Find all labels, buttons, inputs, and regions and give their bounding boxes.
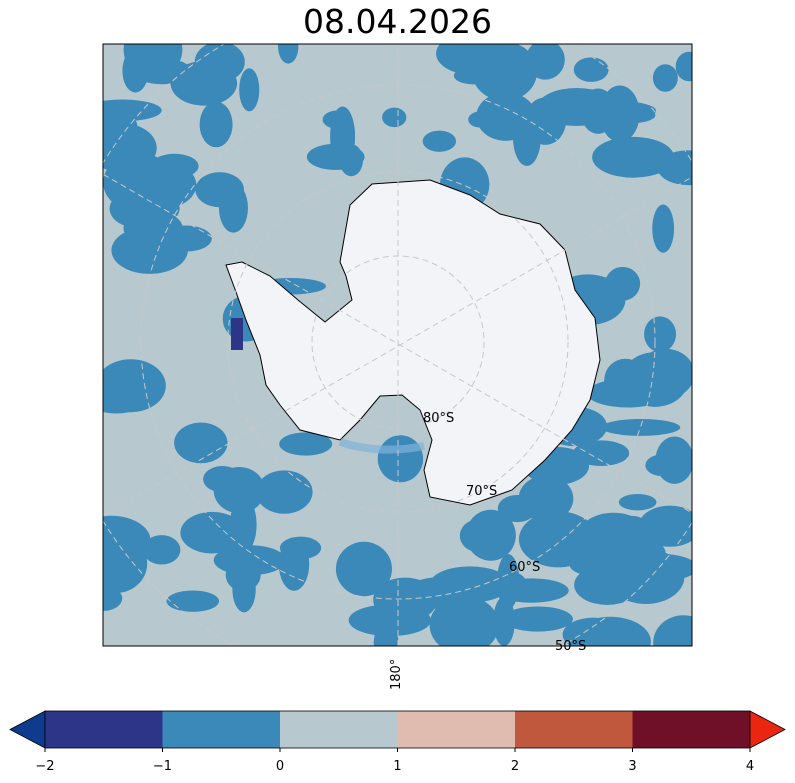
lat-label-60: 60°S (509, 560, 540, 575)
anomaly-patch (103, 515, 151, 566)
anomaly-patch (429, 595, 499, 646)
anomaly-patch (180, 511, 245, 554)
ross-ice-shelf-anomaly (338, 438, 425, 454)
colorbar-bin (397, 711, 516, 748)
anomaly-patch (562, 617, 625, 646)
colorbar: −2 −1 0 1 2 3 4 (9, 710, 786, 774)
anomaly-patch (142, 535, 181, 565)
anomaly-patch (348, 604, 432, 637)
lat-label-80: 80°S (423, 411, 454, 426)
anomaly-patch (586, 378, 669, 408)
colorbar-bin (515, 711, 633, 748)
anomaly-patch (577, 512, 650, 563)
anomaly-patch (601, 418, 681, 436)
lat-label-50: 50°S (555, 639, 586, 654)
anomaly-patch (218, 183, 248, 233)
anomaly-patch (502, 606, 573, 632)
lat-label-70: 70°S (466, 484, 497, 499)
anomaly-patch (123, 210, 183, 246)
anomaly-patch (278, 44, 299, 64)
anomaly-patch (652, 64, 678, 92)
anomaly-patch (497, 494, 537, 523)
polar-map: 80°S 70°S 60°S 50°S (102, 43, 693, 654)
anomaly-patch (306, 143, 365, 170)
anomaly-patch (422, 130, 457, 152)
colorbar-tick-label: 3 (628, 759, 636, 774)
anomaly-patch (465, 509, 516, 561)
anomaly-patch (322, 110, 353, 129)
colorbar-tick-label: −1 (153, 759, 172, 774)
anomaly-patch (618, 493, 657, 511)
anomaly-patch (256, 470, 313, 514)
anomaly-patch (122, 48, 149, 93)
colorbar-tick-label: 1 (393, 759, 401, 774)
anomaly-patch (574, 564, 641, 605)
colorbar-tick-label: 2 (511, 759, 519, 774)
anomaly-patch (580, 88, 616, 134)
colorbar-tick-label: −2 (35, 759, 54, 774)
anomaly-patch (652, 204, 675, 253)
anomaly-patch (653, 615, 692, 646)
anomaly-patch (476, 92, 537, 141)
anomaly-patch (278, 537, 310, 591)
anomaly-patch (429, 566, 511, 603)
colorbar-bin (162, 711, 281, 748)
lon-label-180: 180° (389, 658, 404, 690)
colorbar-bin (632, 711, 751, 748)
colorbar-bin (280, 711, 398, 748)
anomaly-patch (150, 153, 199, 179)
anomaly-patch (675, 51, 692, 82)
anomaly-patch (103, 123, 157, 173)
map-title: 08.04.2026 (303, 2, 492, 41)
anomaly-patch (655, 436, 692, 484)
strong-negative-anomaly (231, 318, 243, 350)
colorbar-tick-label: 4 (746, 759, 754, 774)
anomaly-patch (657, 150, 692, 186)
anomaly-patch (103, 359, 166, 413)
graticule (103, 44, 692, 646)
anomaly-patch (335, 541, 392, 597)
colorbar-bin (45, 711, 163, 748)
anomaly-patch (572, 440, 630, 467)
colorbar-under-arrow (9, 710, 46, 749)
colorbar-over-arrow (749, 710, 786, 749)
anomaly-patch (493, 578, 569, 603)
anomaly-patch (203, 466, 242, 493)
anomaly-patch (453, 67, 493, 85)
anomaly-patch (174, 422, 228, 464)
anomaly-patch (382, 107, 407, 128)
anomaly-patch (170, 61, 238, 106)
map-frame (102, 43, 693, 647)
anomaly-patch (232, 565, 256, 613)
anomaly-patch (279, 432, 333, 456)
anomaly-patch (573, 57, 609, 82)
anomaly-patch (644, 316, 677, 353)
anomaly-patch (213, 545, 286, 576)
antarctica-landmass (225, 179, 601, 506)
anomaly-patch (471, 44, 538, 101)
anomaly-patch (239, 68, 260, 112)
anomaly-patch (377, 435, 424, 483)
anomaly-patch (166, 590, 220, 612)
colorbar-tick-label: 0 (276, 759, 284, 774)
anomaly-patch (199, 101, 233, 148)
